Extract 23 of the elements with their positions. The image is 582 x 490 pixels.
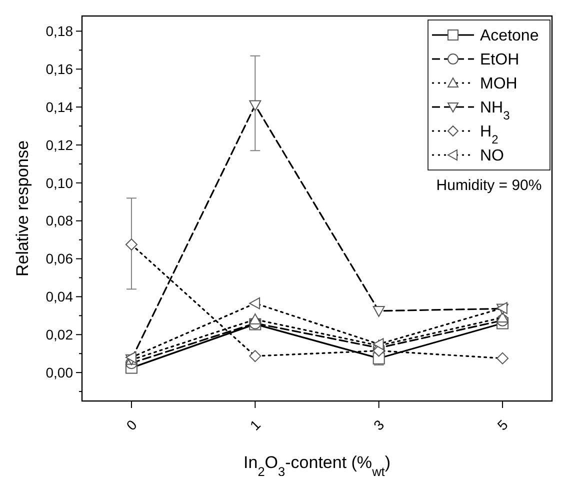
y-tick-label: 0,06 bbox=[46, 250, 74, 267]
x-tick-label: 5 bbox=[494, 416, 512, 434]
legend-label: Acetone bbox=[480, 28, 539, 45]
y-tick-label: 0,18 bbox=[46, 23, 74, 40]
x-tick-label: 1 bbox=[246, 416, 264, 434]
y-tick-label: 0,02 bbox=[46, 326, 74, 343]
y-axis-title: Relative response bbox=[13, 140, 32, 277]
annotation: Humidity = 90% bbox=[436, 177, 542, 194]
y-tick-label: 0,04 bbox=[46, 288, 74, 305]
legend-label: H$_{2}$ bbox=[480, 124, 499, 147]
x-tick-label: 0 bbox=[122, 416, 140, 434]
legend-label: EtOH bbox=[480, 52, 520, 69]
y-tick-label: 0,08 bbox=[46, 212, 74, 229]
y-tick-label: 0,12 bbox=[46, 136, 74, 153]
x-axis-title: In$_{2}$O$_{3}$-content (%$_{wt}$) bbox=[244, 453, 390, 478]
legend-label: NH$_{3}$ bbox=[480, 100, 510, 123]
y-tick-label: 0,16 bbox=[46, 61, 74, 78]
y-tick-label: 0,00 bbox=[46, 364, 74, 380]
y-tick-label: 0,14 bbox=[46, 98, 74, 115]
legend-label: NO bbox=[480, 148, 504, 165]
y-tick-label: 0,10 bbox=[46, 174, 74, 191]
legend-label: MOH bbox=[480, 76, 518, 93]
x-tick-label: 3 bbox=[370, 416, 388, 434]
